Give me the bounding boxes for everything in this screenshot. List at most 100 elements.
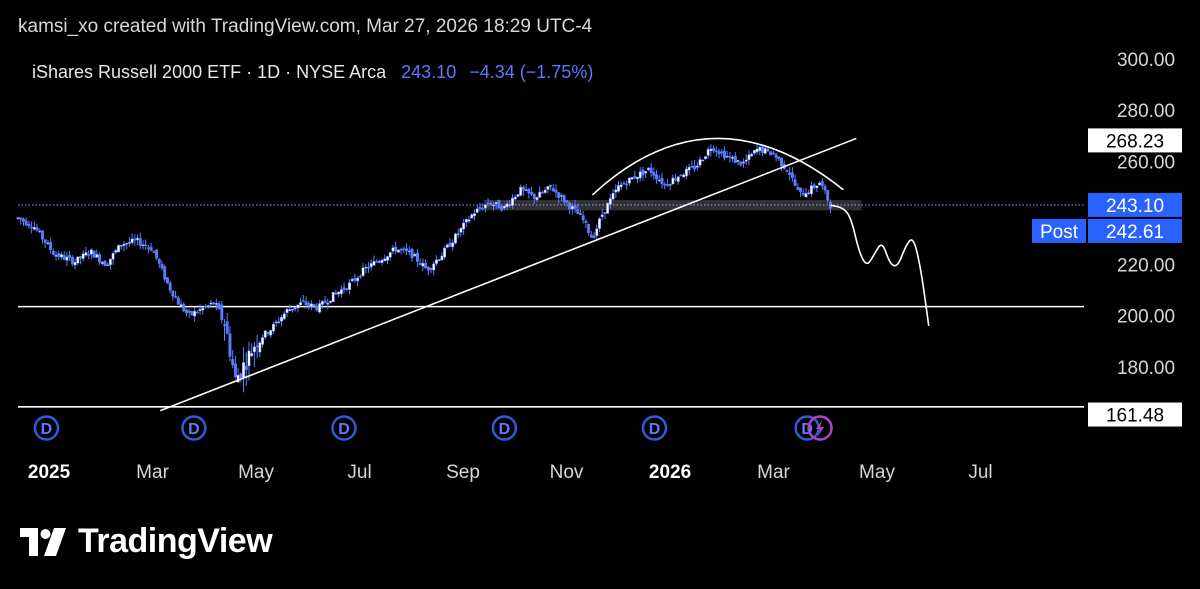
candle xyxy=(801,193,805,196)
candle xyxy=(475,208,479,213)
candle xyxy=(171,290,175,297)
dividend-marker-icon[interactable] xyxy=(641,415,668,441)
candle xyxy=(445,244,449,248)
candle xyxy=(388,252,392,258)
projection-path[interactable] xyxy=(830,204,930,326)
candle xyxy=(527,188,531,194)
candle xyxy=(144,244,148,247)
candle xyxy=(76,256,80,264)
split-marker-icon[interactable] xyxy=(807,415,833,441)
candle xyxy=(372,261,376,266)
candle xyxy=(513,196,517,200)
candle xyxy=(698,159,702,166)
candle xyxy=(364,267,368,269)
candle xyxy=(193,310,197,317)
rounding-top-arc[interactable] xyxy=(591,137,844,196)
candle xyxy=(228,333,232,357)
candle xyxy=(345,288,349,290)
candle xyxy=(233,363,237,378)
price-chart[interactable]: D D D D D D 2025 Mar May Jul Sep Nov 2026 Mar May Jul 30… xyxy=(16,46,1184,492)
candle xyxy=(663,183,667,186)
candle xyxy=(540,192,544,194)
candle xyxy=(133,238,137,241)
candle xyxy=(470,214,474,219)
candle xyxy=(117,244,120,253)
candle xyxy=(655,174,658,180)
candle xyxy=(557,192,561,199)
candle xyxy=(179,304,183,307)
candle xyxy=(652,171,656,176)
candle xyxy=(315,305,319,311)
candle xyxy=(790,172,794,178)
price-label-box xyxy=(1088,192,1182,217)
dividend-marker-label: D xyxy=(801,421,813,438)
y-axis-tick-label: 220.00 xyxy=(1117,255,1175,276)
candle xyxy=(16,217,20,219)
tradingview-logo-icon xyxy=(20,527,66,556)
candle xyxy=(717,151,721,155)
x-axis-tick-label: Mar xyxy=(757,462,790,483)
candle xyxy=(369,263,373,268)
candle xyxy=(217,303,221,310)
candle xyxy=(815,185,819,189)
dividend-marker-icon[interactable] xyxy=(331,415,357,441)
candle xyxy=(733,155,737,164)
price-label-box xyxy=(1088,218,1182,243)
candle xyxy=(494,201,498,205)
candle xyxy=(744,159,748,162)
candle xyxy=(391,247,395,252)
candle xyxy=(81,253,85,259)
candle xyxy=(478,207,482,209)
candle xyxy=(201,307,205,311)
candle xyxy=(49,242,53,250)
price-label-box xyxy=(1088,128,1182,153)
candle xyxy=(434,259,438,264)
candle xyxy=(530,192,533,195)
candle xyxy=(30,226,34,229)
candle xyxy=(79,256,82,259)
candle xyxy=(73,262,77,266)
candle xyxy=(152,251,156,253)
candle xyxy=(804,193,808,198)
candle xyxy=(473,213,476,217)
candle xyxy=(149,246,153,251)
dividend-marker-icon[interactable] xyxy=(181,415,207,441)
x-axis-tick-label: Sep xyxy=(446,462,480,483)
x-axis-tick-label: 2025 xyxy=(28,462,71,483)
chart-area[interactable]: D D D D D D 2025 Mar May Jul Sep Nov 2026 Mar May Jul 30… xyxy=(16,46,1184,492)
candle xyxy=(285,309,289,313)
candle xyxy=(100,261,104,264)
candle xyxy=(410,248,414,259)
candle xyxy=(454,233,457,244)
candle xyxy=(19,217,23,220)
candle xyxy=(98,254,101,263)
candle xyxy=(679,174,683,177)
x-axis-tick-label: 2026 xyxy=(649,462,691,483)
candle xyxy=(263,330,267,338)
candle xyxy=(60,254,63,258)
candle xyxy=(68,254,72,258)
dividend-marker-icon[interactable] xyxy=(491,415,518,441)
candle xyxy=(554,189,558,193)
candle xyxy=(342,287,346,290)
candle xyxy=(437,259,441,261)
candle xyxy=(592,235,596,238)
x-axis-tick-label: Jul xyxy=(347,462,371,483)
candle xyxy=(38,230,42,233)
trend-line[interactable] xyxy=(160,137,857,412)
candle xyxy=(141,244,145,247)
candle xyxy=(214,303,218,305)
candle xyxy=(426,266,430,271)
y-axis-tick-label: 300.00 xyxy=(1117,50,1175,71)
candle xyxy=(62,255,66,260)
candle xyxy=(600,214,604,218)
candle xyxy=(636,176,639,180)
candle xyxy=(146,247,150,249)
candle xyxy=(682,174,686,178)
post-market-tag-text: Post xyxy=(1040,222,1079,243)
x-axis-tick-label: Nov xyxy=(550,462,584,483)
candle xyxy=(481,208,485,210)
candle xyxy=(182,304,186,312)
dividend-marker-icon[interactable] xyxy=(33,415,60,441)
candle xyxy=(747,154,751,160)
